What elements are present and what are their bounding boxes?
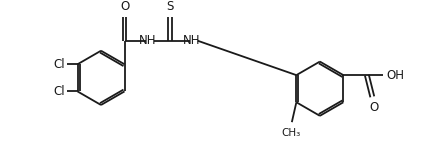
Text: OH: OH (387, 69, 405, 82)
Text: Cl: Cl (53, 85, 65, 98)
Text: CH₃: CH₃ (281, 128, 301, 138)
Text: O: O (120, 0, 129, 13)
Text: NH: NH (183, 34, 200, 47)
Text: S: S (166, 0, 173, 13)
Text: Cl: Cl (53, 58, 65, 71)
Text: O: O (370, 101, 379, 114)
Text: NH: NH (139, 34, 157, 47)
